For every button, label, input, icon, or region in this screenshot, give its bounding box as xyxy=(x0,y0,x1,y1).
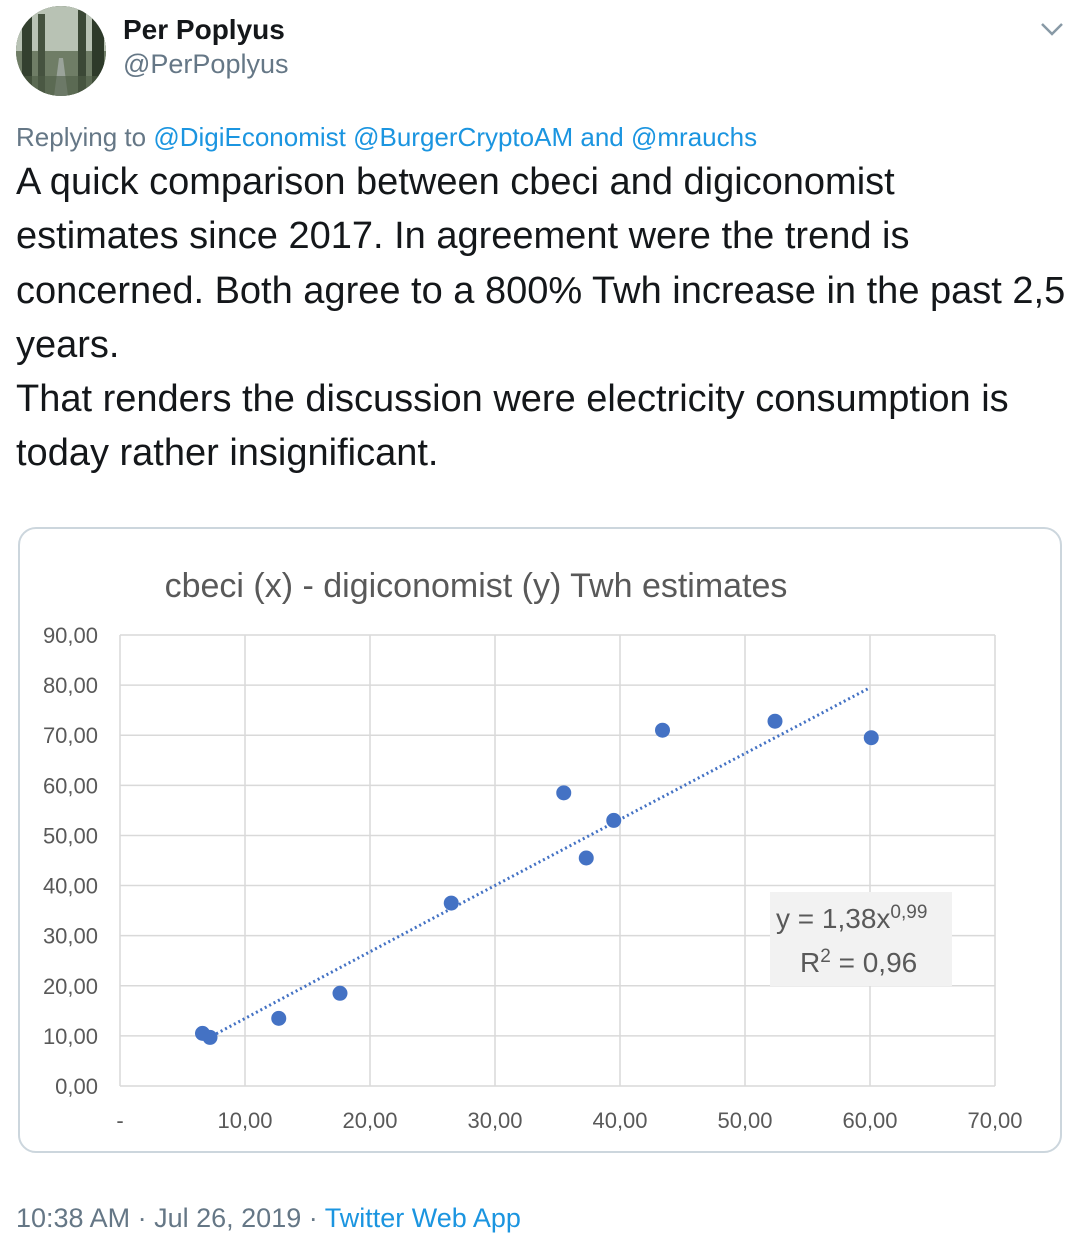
author-handle[interactable]: @PerPoplyus xyxy=(123,49,289,79)
x-tick-label: 30,00 xyxy=(467,1108,522,1133)
trendline xyxy=(206,686,871,1040)
y-tick-label: 30,00 xyxy=(43,924,98,949)
equation-line-1: y = 1,38x0,99 xyxy=(776,902,927,934)
y-tick-label: 80,00 xyxy=(43,673,98,698)
data-point xyxy=(202,1029,218,1045)
data-point xyxy=(606,812,622,828)
footer-separator: · xyxy=(308,1203,318,1233)
footer-separator: · xyxy=(137,1203,147,1233)
y-tick-label: 10,00 xyxy=(43,1024,98,1049)
tweet-time[interactable]: 10:38 AM xyxy=(16,1203,131,1233)
tweet-paragraph: That renders the discussion were electri… xyxy=(16,378,1009,475)
y-tick-label: 50,00 xyxy=(43,823,98,848)
data-point xyxy=(271,1010,287,1026)
tweet-source-link[interactable]: Twitter Web App xyxy=(324,1203,521,1233)
equation-line-2: R2 = 0,96 xyxy=(800,946,917,978)
y-tick-label: 90,00 xyxy=(43,623,98,648)
data-point xyxy=(655,722,670,738)
mention-digieconomist[interactable]: @DigiEconomist xyxy=(153,122,346,152)
author-name[interactable]: Per Poplyus xyxy=(123,14,285,45)
scatter-chart: cbeci (x) - digiconomist (y) Twh estimat… xyxy=(43,567,1023,1133)
chart-title: cbeci (x) - digiconomist (y) Twh estimat… xyxy=(165,567,788,605)
y-tick-label: 40,00 xyxy=(43,874,98,899)
data-point xyxy=(578,850,594,866)
mention-others-link[interactable]: and xyxy=(580,122,624,152)
mention-mrauchs[interactable]: @mrauchs xyxy=(630,122,758,152)
data-point xyxy=(556,785,572,801)
replying-to-line: Replying to @DigiEconomist @BurgerCrypto… xyxy=(16,122,757,153)
data-point xyxy=(863,730,879,746)
x-tick-label: 20,00 xyxy=(342,1108,397,1133)
data-point xyxy=(332,985,348,1001)
tweet-date[interactable]: Jul 26, 2019 xyxy=(154,1203,302,1233)
mention-burgercryptoam[interactable]: @BurgerCryptoAM xyxy=(353,122,574,152)
tweet-header: Per Poplyus @PerPoplyus xyxy=(0,0,1080,110)
y-tick-label: 20,00 xyxy=(43,974,98,999)
chart-image-card[interactable]: cbeci (x) - digiconomist (y) Twh estimat… xyxy=(18,527,1062,1153)
tweet-paragraph: A quick comparison between cbeci and dig… xyxy=(16,161,1066,366)
replying-to-label: Replying to xyxy=(16,122,147,152)
x-tick-label: - xyxy=(116,1108,123,1133)
y-tick-label: 60,00 xyxy=(43,773,98,798)
data-point xyxy=(443,895,459,911)
avatar[interactable] xyxy=(16,6,106,96)
chevron-down-icon[interactable] xyxy=(1036,14,1068,46)
y-tick-label: 0,00 xyxy=(55,1074,98,1099)
x-tick-label: 70,00 xyxy=(967,1108,1022,1133)
tweet-text: A quick comparison between cbeci and dig… xyxy=(16,155,1066,481)
x-tick-label: 50,00 xyxy=(717,1108,772,1133)
x-tick-label: 10,00 xyxy=(217,1108,272,1133)
y-tick-label: 70,00 xyxy=(43,723,98,748)
data-point xyxy=(767,713,783,729)
tweet-footer: 10:38 AM · Jul 26, 2019 · Twitter Web Ap… xyxy=(16,1203,521,1234)
avatar-forest-image xyxy=(16,6,106,96)
x-tick-label: 40,00 xyxy=(592,1108,647,1133)
equation-box xyxy=(770,892,952,986)
x-tick-label: 60,00 xyxy=(842,1108,897,1133)
